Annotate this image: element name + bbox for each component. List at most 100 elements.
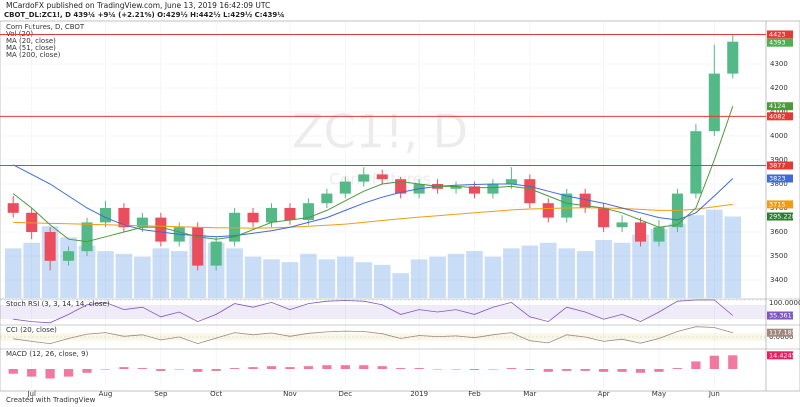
- ma-last-label-bg: [767, 200, 793, 209]
- x-tick-label: May: [652, 390, 666, 398]
- volume-bar: [23, 242, 40, 298]
- volume-bar: [595, 240, 612, 298]
- macd-bar: [156, 369, 166, 371]
- ma-last-label-bg: [767, 102, 793, 111]
- x-tick-label: Feb: [468, 390, 481, 398]
- legend-entry: MA (20, close): [6, 37, 56, 45]
- candle-body: [524, 179, 536, 204]
- candle-body: [690, 131, 702, 194]
- candle-body: [468, 186, 481, 194]
- cci-band: [0, 333, 766, 341]
- volume-bar: [429, 256, 446, 298]
- volume-bar: [466, 251, 483, 298]
- stoch-band: [0, 305, 766, 319]
- volume-bar: [650, 229, 668, 298]
- macd-bar: [432, 369, 443, 370]
- x-tick-label: 2019: [410, 390, 428, 398]
- legend-entry: MA (51, close): [6, 44, 56, 52]
- macd-bar: [599, 369, 609, 372]
- candle-body: [616, 222, 628, 228]
- macd-bar: [303, 366, 314, 369]
- ma-last-label: 4124: [769, 102, 786, 110]
- volume-bar: [410, 259, 428, 298]
- chart-title: Corn Futures, D, CBOT: [6, 23, 85, 31]
- y-tick-label: 4200: [770, 84, 788, 92]
- macd-bar: [285, 367, 295, 369]
- macd-bar: [709, 355, 719, 369]
- candle-body: [265, 208, 278, 223]
- macd-bar: [248, 367, 258, 369]
- x-tick-label: Nov: [283, 390, 297, 398]
- candle-body: [487, 184, 499, 194]
- macd-bar: [396, 368, 406, 369]
- watermark: ZC1!, D: [292, 105, 468, 159]
- y-tick-label: 3400: [770, 276, 788, 284]
- volume-bar: [134, 256, 151, 298]
- macd-bar: [525, 369, 535, 370]
- macd-bar: [359, 365, 369, 369]
- candle-body: [155, 217, 167, 242]
- volume-bar: [724, 216, 742, 298]
- ma-line: [12, 164, 734, 238]
- volume-bar: [484, 256, 502, 298]
- volume-bar: [226, 248, 243, 298]
- candle-body: [653, 227, 665, 242]
- last-price-label-bg: [767, 38, 793, 47]
- volume-bar: [263, 259, 280, 298]
- ma-last-label: 3715: [769, 200, 786, 208]
- volume-last-label-bg: [767, 212, 793, 221]
- candle-body: [44, 232, 56, 261]
- candle-body: [450, 186, 462, 189]
- x-tick-label: Oct: [210, 390, 222, 398]
- volume-bar: [706, 209, 723, 298]
- volume-bar: [244, 256, 262, 298]
- macd-bar: [635, 369, 646, 373]
- candle-body: [395, 179, 407, 194]
- indicator-name: MACD (12, 26, close, 9): [6, 350, 89, 358]
- candle-body: [634, 222, 647, 242]
- ma-line: [13, 203, 733, 229]
- volume-bar: [613, 242, 631, 298]
- volume-bar: [539, 242, 557, 298]
- volume-bar: [60, 237, 77, 298]
- candle-body: [542, 203, 554, 218]
- volume-last-label: 295.2284: [769, 213, 800, 221]
- volume-bar: [558, 248, 576, 298]
- volume-bar: [669, 223, 686, 298]
- macd-bar: [322, 365, 332, 369]
- indicator-last-label-bg: [767, 311, 793, 320]
- candle-body: [708, 73, 720, 132]
- y-tick-label: 4000: [770, 132, 788, 140]
- macd-bar: [27, 369, 37, 377]
- volume-bar: [576, 251, 594, 298]
- level-label: 4423: [769, 30, 786, 38]
- publisher: MCardoFX published on TradingView.com, J…: [6, 1, 270, 10]
- candle-body: [376, 174, 388, 180]
- macd-bar: [469, 369, 480, 370]
- indicator-last-label: 117.1858: [769, 329, 800, 337]
- candle-body: [284, 208, 296, 220]
- macd-bar: [63, 369, 74, 377]
- y-tick-label: 4100: [770, 108, 788, 116]
- macd-bar: [100, 369, 111, 370]
- indicator-tick-label: 0.0000: [769, 333, 794, 341]
- volume-bar: [97, 251, 114, 298]
- volume-bar: [318, 259, 336, 298]
- macd-bar: [506, 368, 516, 369]
- volume-bar: [170, 251, 188, 298]
- volume-bar: [392, 273, 409, 298]
- indicator-last-label: 14.4245: [769, 351, 796, 359]
- macd-bar: [82, 369, 92, 373]
- candle-body: [321, 193, 333, 204]
- candle-body: [247, 212, 259, 223]
- x-tick-label: Jun: [708, 390, 720, 398]
- macd-bar: [45, 369, 55, 379]
- y-tick-label: 3600: [770, 228, 788, 236]
- level-label-bg: [767, 161, 793, 170]
- macd-bar: [340, 365, 350, 369]
- macd-bar: [672, 368, 683, 369]
- macd-bar: [230, 368, 240, 369]
- volume-bar: [115, 253, 133, 298]
